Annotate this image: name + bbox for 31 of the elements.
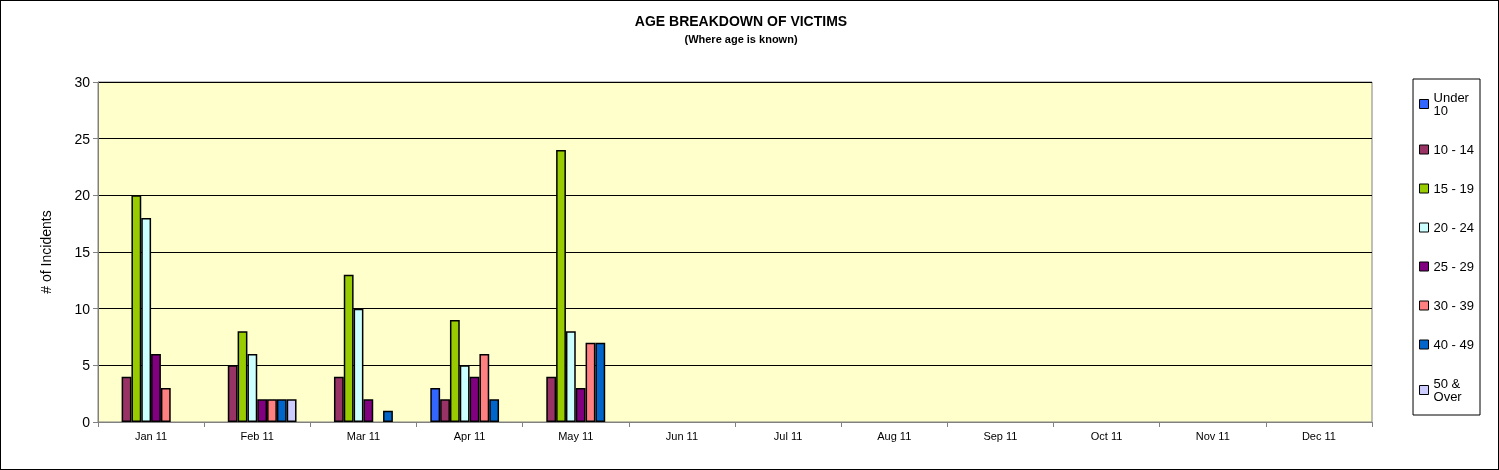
x-tick-label: Sep 11 <box>983 429 1018 442</box>
legend-label: Under 10 <box>1433 90 1473 118</box>
legend-label: 40 - 49 <box>1433 337 1475 352</box>
x-tick-label: Mar 11 <box>346 429 381 442</box>
x-tick-label: Nov 11 <box>1195 429 1230 442</box>
y-tick-label: 5 <box>82 357 91 374</box>
x-tick-label: Jan 11 <box>134 429 168 442</box>
legend-label: 15 - 19 <box>1433 181 1475 196</box>
y-tick-label: 20 <box>74 187 91 204</box>
legend-label: 30 - 39 <box>1433 298 1475 313</box>
x-tick-label: Aug 11 <box>877 429 912 442</box>
y-tick-label: 25 <box>74 130 91 147</box>
x-tick-label: Oct 11 <box>1090 429 1123 442</box>
x-tick-label: Apr 11 <box>453 429 486 442</box>
bar <box>383 410 393 422</box>
x-tick-label: Feb 11 <box>240 429 274 442</box>
chart-subtitle: (Where age is known) <box>684 32 798 45</box>
y-tick-label: 0 <box>82 414 91 430</box>
x-tick-label: Jul 11 <box>773 429 803 442</box>
legend-label: 50 & Over <box>1433 376 1464 404</box>
y-tick-label: 15 <box>74 244 91 260</box>
y-tick-label: 10 <box>74 300 91 317</box>
legend-label: 25 - 29 <box>1433 259 1475 274</box>
legend-label: 20 - 24 <box>1433 220 1475 235</box>
y-axis-title: # of Incidents <box>38 210 54 294</box>
chart-title: AGE BREAKDOWN OF VICTIMS <box>634 13 848 29</box>
y-tick-label: 30 <box>74 74 91 90</box>
x-tick-label: Jun 11 <box>665 429 699 442</box>
x-tick-label: Dec 11 <box>1301 429 1336 442</box>
legend-label: 10 - 14 <box>1433 142 1475 157</box>
x-tick-label: May 11 <box>558 429 594 442</box>
